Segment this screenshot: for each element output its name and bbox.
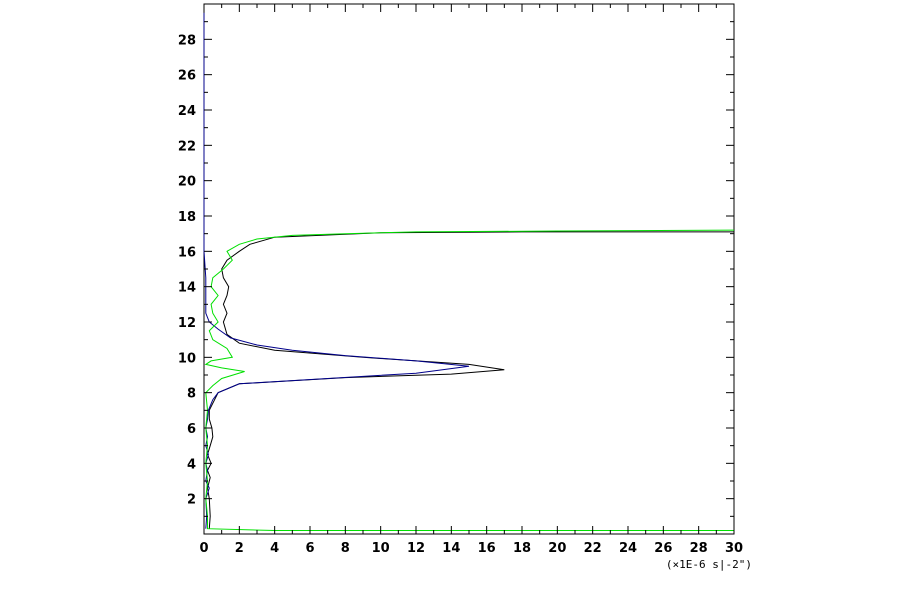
x-tick-label: 4	[270, 541, 279, 556]
y-tick-label: 22	[178, 139, 196, 154]
y-tick-label: 20	[178, 175, 196, 190]
series-line-3	[204, 229, 735, 531]
plot-frame	[203, 3, 735, 535]
x-tick-label: 16	[478, 541, 496, 556]
x-tick-label: 26	[654, 541, 672, 556]
x-tick-label: 28	[690, 541, 708, 556]
y-tick-label: 6	[187, 422, 196, 437]
y-tick-label: 8	[187, 387, 196, 402]
x-tick-label: 30	[725, 541, 743, 556]
series-line-2	[203, 12, 470, 529]
x-tick-label: 18	[513, 541, 531, 556]
y-tick-label: 26	[178, 69, 196, 84]
x-tick-label: 2	[235, 541, 244, 556]
y-tick-label: 2	[187, 493, 196, 508]
y-tick-label: 12	[178, 316, 196, 331]
y-tick-label: 24	[178, 104, 196, 119]
x-axis: 0 2 4 6 8 10 12 14 16 18 20 22 24 26 28 30	[199, 4, 743, 556]
x-tick-label: 14	[442, 541, 460, 556]
x-tick-label: 8	[341, 541, 350, 556]
x-tick-label: 22	[584, 541, 602, 556]
y-tick-label: 14	[178, 281, 196, 296]
y-tick-label: 18	[178, 210, 196, 225]
x-unit-label: (×1E-6 s|-2")	[666, 558, 752, 571]
y-tick-label: 4	[187, 457, 196, 472]
x-tick-label: 24	[619, 541, 637, 556]
x-tick-label: 12	[407, 541, 425, 556]
y-tick-label: 10	[178, 351, 196, 366]
x-tick-label: 20	[548, 541, 566, 556]
x-tick-label: 10	[372, 541, 390, 556]
series-line-1	[206, 231, 734, 529]
x-tick-label: 6	[305, 541, 314, 556]
y-tick-label: 28	[178, 33, 196, 48]
x-tick-label: 0	[199, 541, 208, 556]
plot-area	[203, 3, 735, 535]
y-tick-label: 16	[178, 245, 196, 260]
series-layer	[203, 12, 735, 531]
